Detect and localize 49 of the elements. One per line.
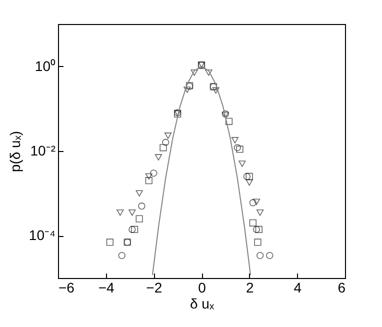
x-tick-label: −4 xyxy=(98,280,115,296)
point xyxy=(150,170,158,177)
x-axis-title: δ uₓ xyxy=(190,296,214,312)
point xyxy=(164,132,172,139)
point xyxy=(252,198,260,205)
point xyxy=(130,226,138,234)
point xyxy=(136,190,143,196)
point xyxy=(266,252,274,260)
point xyxy=(256,252,264,260)
point xyxy=(162,138,170,146)
point xyxy=(190,69,198,76)
x-tick-label: 6 xyxy=(338,280,346,296)
point xyxy=(205,69,212,76)
point xyxy=(225,118,233,125)
point xyxy=(116,209,124,216)
point xyxy=(118,252,126,260)
y-tick-label: 10⁰ xyxy=(34,58,56,74)
point xyxy=(255,226,262,234)
x-tick-label: 2 xyxy=(246,280,254,296)
point xyxy=(136,215,143,222)
point xyxy=(254,238,262,246)
point xyxy=(234,144,241,152)
point xyxy=(256,209,264,216)
point xyxy=(128,226,136,234)
point xyxy=(128,209,136,216)
y-axis-title: p(δ uₓ) xyxy=(6,130,23,172)
point xyxy=(231,137,239,144)
point xyxy=(236,146,244,153)
point xyxy=(249,199,256,206)
point xyxy=(243,172,251,180)
y-tick-label: 10⁻⁴ xyxy=(28,227,56,244)
point xyxy=(246,179,253,186)
x-tick-label: 0 xyxy=(198,280,206,296)
x-tick-label: −6 xyxy=(58,280,75,296)
x-tick-label: 4 xyxy=(294,280,302,296)
point xyxy=(106,238,114,246)
point xyxy=(138,202,146,210)
point xyxy=(212,87,220,94)
point xyxy=(249,219,256,226)
point xyxy=(184,86,191,93)
y-tick-label: 10⁻² xyxy=(30,142,56,158)
point xyxy=(160,144,167,152)
x-tick-label: −2 xyxy=(146,280,162,296)
point xyxy=(252,226,260,234)
point xyxy=(145,173,152,180)
point xyxy=(246,172,253,180)
point xyxy=(238,160,246,167)
point xyxy=(145,177,152,184)
point xyxy=(154,154,162,160)
